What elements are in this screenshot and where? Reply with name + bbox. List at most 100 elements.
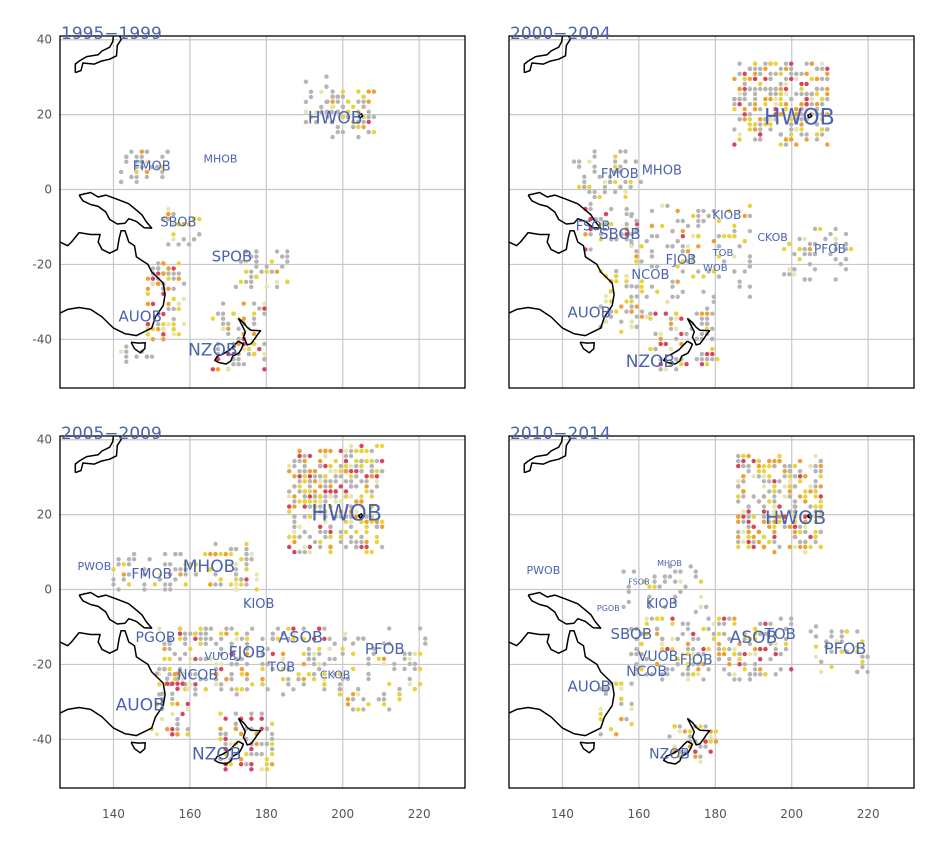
x-tick-label: 200 [331,807,354,821]
observation-dot [582,174,587,179]
observation-dot [621,569,626,574]
observation-dot [348,453,354,459]
observation-dot [234,636,239,641]
observation-dot [721,631,727,637]
observation-dot [742,662,747,667]
observation-dot [157,682,162,687]
observation-dot [777,519,782,524]
observation-dot [818,514,823,519]
observation-dot [804,91,809,97]
observation-dot [287,509,292,514]
observation-dot [198,677,203,682]
observation-dot [345,702,351,707]
observation-dot [819,66,825,72]
observation-dot [737,132,742,137]
observation-dot [794,71,799,77]
observation-dot [781,272,787,277]
observation-dot [825,76,830,82]
observation-dot [649,208,655,214]
observation-dot [269,746,275,752]
observation-dot [236,362,241,367]
observation-dot [359,469,364,474]
observation-dot [249,557,254,562]
observation-dot [213,682,219,687]
observation-dot [249,767,254,772]
observation-dot [624,284,629,289]
observation-dot [629,284,634,289]
grid-lines [60,36,465,388]
coastline-japan [74,36,122,74]
region-label: HWOB [765,507,826,529]
observation-dot [751,534,756,540]
observation-dot [264,264,269,269]
observation-dot [333,499,338,504]
observation-dot [307,489,313,494]
observation-dot [614,274,619,279]
observation-dot [118,349,124,354]
observation-dot [126,557,132,562]
coastline-nzNorth [686,317,711,346]
observation-dot [260,666,265,672]
observation-dot [239,557,244,562]
observation-dot [624,279,629,284]
observation-dot [147,557,152,562]
region-label: SBOB [599,225,641,243]
observation-dot [825,86,830,92]
observation-dot [685,662,691,667]
observation-dot [608,289,614,294]
observation-dot [280,692,286,697]
observation-dot [307,504,313,509]
observation-dot [814,132,820,137]
observation-dot [768,127,773,132]
observation-dot [678,569,683,574]
x-tick-label: 220 [408,807,431,821]
coastlines [509,436,813,765]
observation-dot [644,616,649,621]
observation-dot [182,631,188,636]
observation-dot [839,629,844,634]
observation-dot [318,494,323,499]
observation-dot [265,646,270,652]
observation-dot [292,534,297,540]
panel-frame [508,435,915,789]
observation-dot [306,646,312,652]
observation-dot [397,697,402,702]
coastline-australia [60,629,166,737]
observation-dot [680,249,685,254]
observation-dot [778,651,783,657]
panel-title: 1995−1999 [61,24,162,44]
observation-dot [338,484,343,489]
observation-dot [773,112,778,117]
observation-dot [165,676,170,681]
observation-dot [361,104,366,110]
observation-dot [185,732,190,737]
observation-dot [171,306,176,312]
observation-dot [706,269,711,274]
observation-dot [758,631,763,637]
observation-dot [773,86,778,92]
observation-dot [159,716,165,722]
observation-dot [348,474,354,479]
observation-dot [297,499,302,504]
observation-dot [134,159,139,164]
observation-dot [634,626,639,632]
observation-dot [366,119,371,125]
observation-dot [162,562,168,567]
observation-dot [354,514,359,519]
observation-dot [269,736,275,742]
observation-dot [176,306,181,312]
observation-dot [813,654,819,659]
observation-dot [270,651,275,657]
observation-dot [417,626,423,631]
observation-dot [312,499,318,504]
observation-dot [772,504,777,509]
observation-dot [251,331,257,337]
observation-dot [129,174,134,180]
observation-dot [803,544,808,550]
observation-dot [193,631,198,636]
observation-dot [691,646,696,652]
observation-dot [423,641,428,646]
observation-dot [220,326,226,331]
